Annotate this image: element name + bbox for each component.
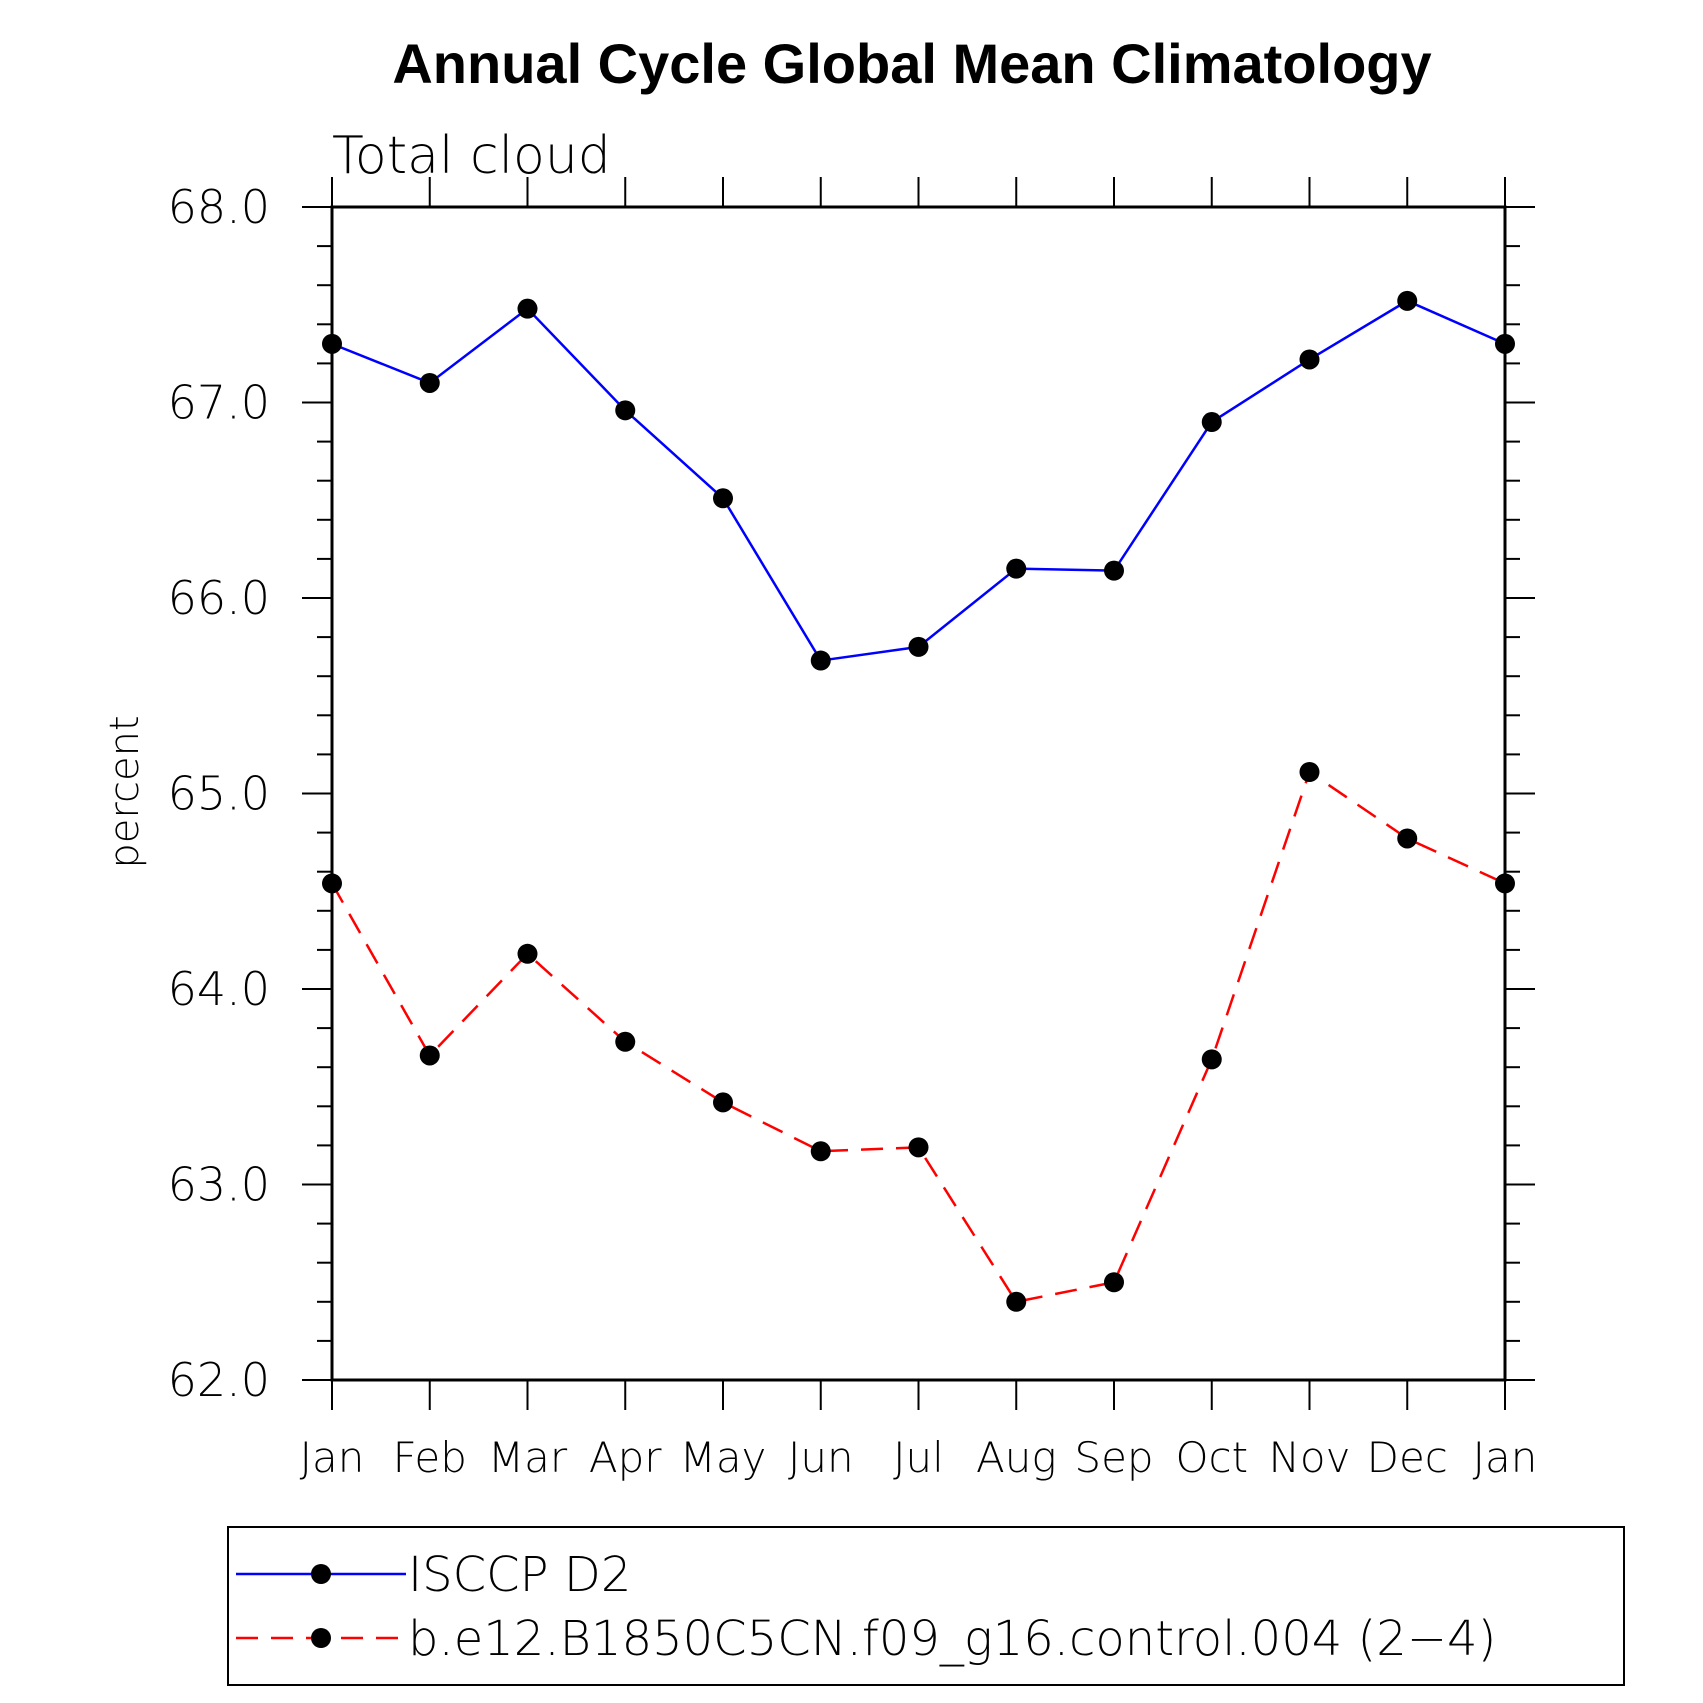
x-tick-label: Jul bbox=[893, 1433, 944, 1482]
data-point bbox=[1201, 412, 1222, 433]
data-point bbox=[908, 1137, 929, 1158]
y-tick-label: 62.0 bbox=[168, 1353, 270, 1407]
y-tick-label: 65.0 bbox=[168, 767, 270, 821]
data-point bbox=[1397, 828, 1418, 849]
data-point bbox=[1495, 333, 1515, 354]
data-point bbox=[419, 1045, 440, 1066]
plot-frame bbox=[330, 205, 1507, 1382]
data-point bbox=[810, 1141, 831, 1162]
x-tick-label: Feb bbox=[393, 1433, 467, 1482]
data-point bbox=[908, 636, 929, 657]
y-tick-label: 66.0 bbox=[168, 571, 270, 625]
chart-subtitle: Total cloud bbox=[332, 126, 611, 186]
data-point bbox=[713, 1092, 733, 1113]
x-tick-label: Aug bbox=[976, 1433, 1057, 1482]
y-tick-label: 68.0 bbox=[168, 180, 270, 234]
data-point bbox=[1104, 1272, 1124, 1293]
x-tick-label: Oct bbox=[1175, 1433, 1248, 1482]
data-point bbox=[615, 1031, 636, 1052]
data-point bbox=[322, 333, 342, 354]
data-point bbox=[517, 943, 538, 964]
x-tick-label: Jun bbox=[788, 1433, 854, 1482]
data-point bbox=[1495, 873, 1515, 894]
x-tick-label: Nov bbox=[1269, 1433, 1351, 1482]
data-point bbox=[1006, 1291, 1027, 1312]
data-point bbox=[322, 873, 342, 894]
legend-marker-1 bbox=[311, 1564, 331, 1584]
series-line-2 bbox=[330, 770, 1506, 1304]
y-tick-label: 67.0 bbox=[168, 376, 270, 430]
legend: ISCCP D2 b.e12.B1850C5CN.f09_g16.control.… bbox=[227, 1526, 1625, 1686]
x-tick-label: Jan bbox=[1473, 1433, 1538, 1482]
data-point bbox=[1201, 1049, 1222, 1070]
data-point bbox=[713, 488, 733, 509]
x-tick-label: May bbox=[680, 1433, 767, 1482]
x-tick-label: Jan bbox=[300, 1433, 365, 1482]
data-point bbox=[1397, 290, 1418, 311]
data-point bbox=[615, 400, 636, 421]
x-tick-label: Apr bbox=[589, 1433, 662, 1482]
y-tick-label: 63.0 bbox=[168, 1158, 270, 1212]
data-point bbox=[419, 372, 440, 393]
y-axis-label: percent bbox=[102, 715, 148, 868]
data-point bbox=[1006, 558, 1027, 579]
data-point bbox=[1299, 349, 1320, 370]
y-tick-label: 64.0 bbox=[168, 962, 270, 1016]
x-tick-label: Dec bbox=[1367, 1433, 1448, 1482]
data-point bbox=[1104, 560, 1124, 581]
legend-label-2: b.e12.B1850C5CN.f09_g16.control.004 (2−4… bbox=[408, 1611, 1496, 1667]
legend-marker-2 bbox=[311, 1628, 331, 1648]
x-tick-label: Mar bbox=[488, 1433, 568, 1482]
data-point bbox=[810, 650, 831, 671]
plot-area: 62.0 63.0 64.0 65.0 66.0 67.0 68.0 Jan Feb Mar Apr… bbox=[168, 177, 1538, 1482]
data-point bbox=[517, 298, 538, 319]
legend-label-1: ISCCP D2 bbox=[408, 1547, 631, 1603]
x-tick-label: Sep bbox=[1074, 1433, 1153, 1482]
legend-box bbox=[227, 1526, 1625, 1686]
data-point bbox=[1299, 761, 1320, 782]
chart-title: Annual Cycle Global Mean Climatology bbox=[392, 32, 1431, 95]
series-line-1 bbox=[331, 299, 1506, 662]
